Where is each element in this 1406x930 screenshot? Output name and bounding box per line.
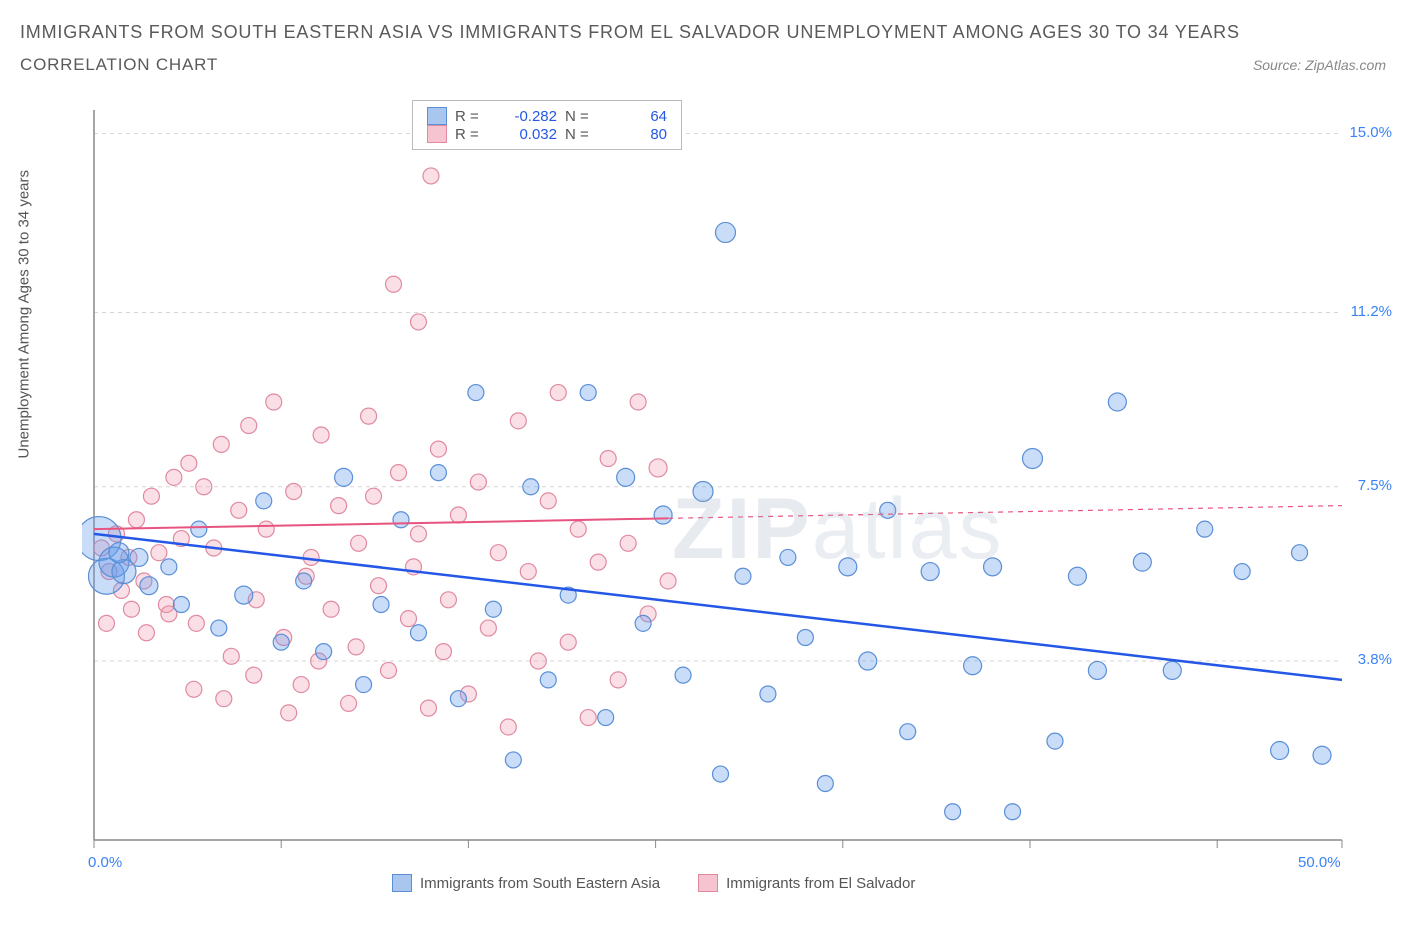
x-tick-label: 50.0% xyxy=(1298,854,1341,871)
legend-item-series-b: Immigrants from El Salvador xyxy=(698,874,915,892)
y-tick-label: 11.2% xyxy=(1351,303,1392,320)
legend-item-series-a: Immigrants from South Eastern Asia xyxy=(392,874,660,892)
y-tick-label: 3.8% xyxy=(1358,651,1392,668)
series-legend: Immigrants from South Eastern Asia Immig… xyxy=(392,874,915,892)
legend-swatch-series-a xyxy=(427,107,447,125)
y-tick-label: 7.5% xyxy=(1358,477,1392,494)
x-tick-label: 0.0% xyxy=(88,854,122,871)
chart-container: Unemployment Among Ages 30 to 34 years Z… xyxy=(32,100,1392,900)
legend-swatch-series-b xyxy=(698,874,718,892)
y-tick-label: 15.0% xyxy=(1349,124,1392,141)
y-axis-label: Unemployment Among Ages 30 to 34 years xyxy=(16,170,33,459)
legend-swatch-series-a xyxy=(392,874,412,892)
correlation-legend: R = -0.282 N = 64 R = 0.032 N = 80 xyxy=(412,100,682,150)
chart-subtitle: CORRELATION CHART xyxy=(20,55,218,75)
source-attribution: Source: ZipAtlas.com xyxy=(1253,57,1386,73)
title-block: IMMIGRANTS FROM SOUTH EASTERN ASIA VS IM… xyxy=(0,0,1406,81)
legend-swatch-series-b xyxy=(427,125,447,143)
chart-title: IMMIGRANTS FROM SOUTH EASTERN ASIA VS IM… xyxy=(20,18,1386,47)
legend-row-series-b: R = 0.032 N = 80 xyxy=(427,125,667,143)
legend-row-series-a: R = -0.282 N = 64 xyxy=(427,107,667,125)
scatter-plot xyxy=(82,100,1382,860)
